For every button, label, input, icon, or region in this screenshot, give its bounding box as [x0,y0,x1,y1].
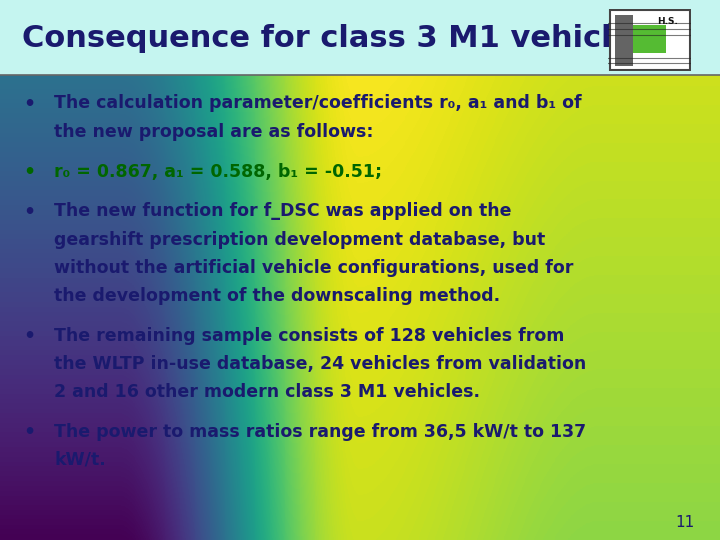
Text: The power to mass ratios range from 36,5 kW/t to 137: The power to mass ratios range from 36,5… [54,423,586,441]
Text: without the artificial vehicle configurations, used for: without the artificial vehicle configura… [54,259,573,276]
FancyBboxPatch shape [610,10,690,70]
Text: •: • [23,202,35,221]
Text: 2 and 16 other modern class 3 M1 vehicles.: 2 and 16 other modern class 3 M1 vehicle… [54,383,480,401]
Text: The calculation parameter/coefficients r₀, a₁ and b₁ of: The calculation parameter/coefficients r… [54,94,582,112]
FancyBboxPatch shape [0,0,720,75]
Text: •: • [23,423,35,442]
Text: Consequence for class 3 M1 vehicles: Consequence for class 3 M1 vehicles [22,24,650,53]
FancyBboxPatch shape [615,16,634,66]
Text: The remaining sample consists of 128 vehicles from: The remaining sample consists of 128 veh… [54,327,564,345]
Text: r₀ = 0.867, a₁ = 0.588, b₁ = -0.51;: r₀ = 0.867, a₁ = 0.588, b₁ = -0.51; [54,163,382,180]
Text: H.S.: H.S. [657,17,678,25]
FancyBboxPatch shape [634,25,666,53]
Text: gearshift prescription development database, but: gearshift prescription development datab… [54,231,545,248]
Text: The new function for f_DSC was applied on the: The new function for f_DSC was applied o… [54,202,511,220]
Text: •: • [23,163,35,181]
Text: •: • [23,94,35,113]
Text: the WLTP in-use database, 24 vehicles from validation: the WLTP in-use database, 24 vehicles fr… [54,355,586,373]
Text: the development of the downscaling method.: the development of the downscaling metho… [54,287,500,305]
Text: the new proposal are as follows:: the new proposal are as follows: [54,123,374,140]
Text: 11: 11 [675,515,695,530]
Text: •: • [23,327,35,346]
Text: kW/t.: kW/t. [54,451,106,469]
